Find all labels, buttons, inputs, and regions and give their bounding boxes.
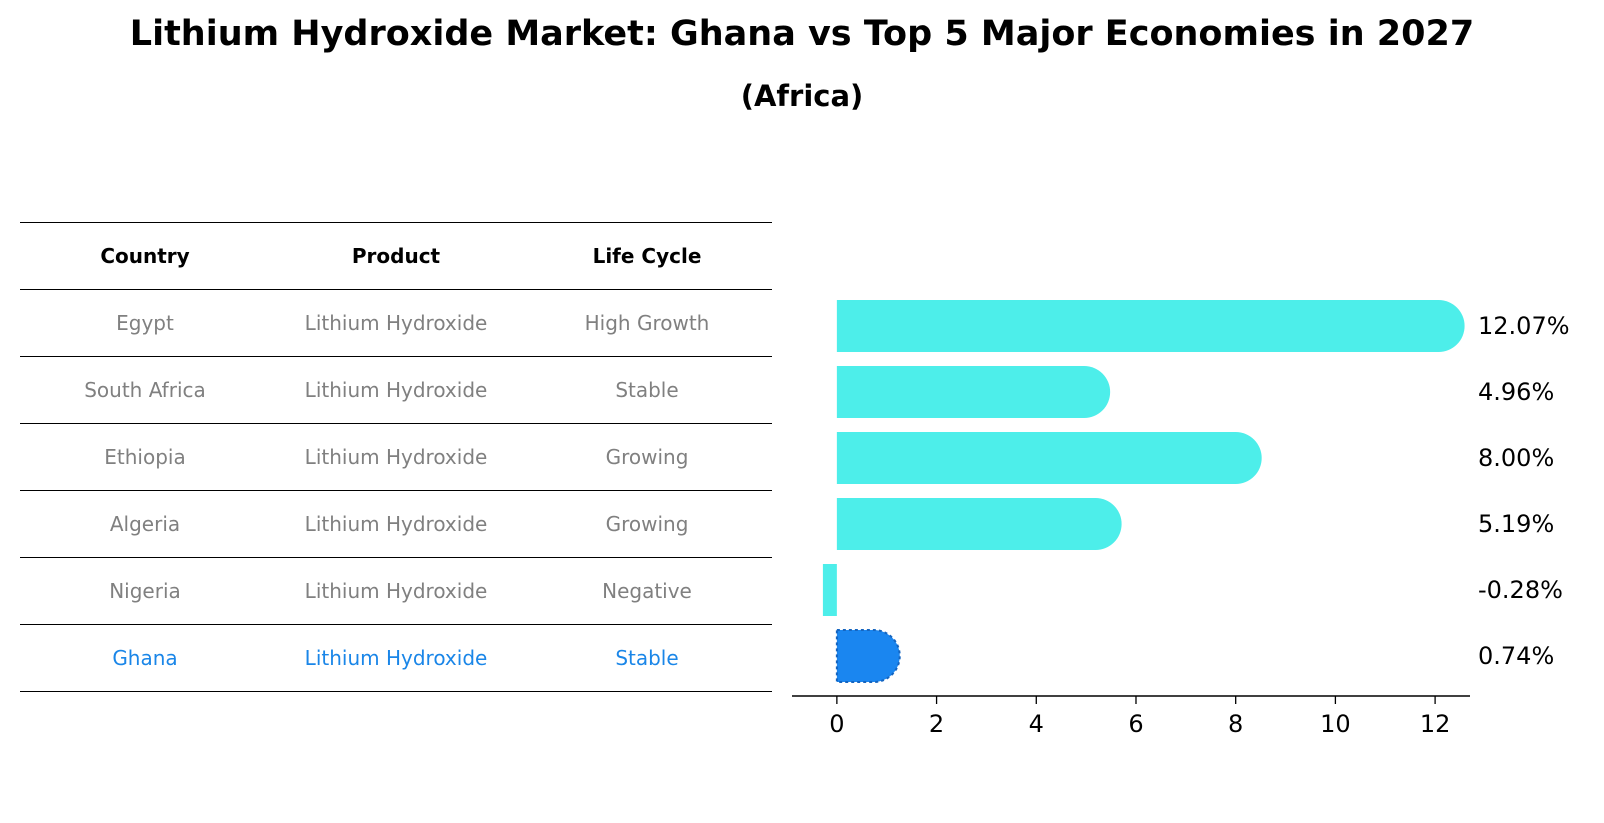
- header-country: Country: [20, 222, 270, 290]
- chart-title: Lithium Hydroxide Market: Ghana vs Top 5…: [129, 14, 1475, 54]
- bar: [836, 498, 1122, 550]
- value-label: 4.96%: [1478, 378, 1554, 406]
- cell-life-cycle: Negative: [522, 557, 772, 625]
- table-row: Nigeria Lithium Hydroxide Negative: [20, 557, 772, 625]
- cell-product: Lithium Hydroxide: [270, 490, 522, 558]
- table-row: Egypt Lithium Hydroxide High Growth: [20, 289, 772, 357]
- cell-product: Lithium Hydroxide: [270, 423, 522, 491]
- header-life-cycle: Life Cycle: [522, 222, 772, 290]
- cell-country: Nigeria: [20, 557, 270, 625]
- value-label: 12.07%: [1478, 312, 1570, 340]
- bar: [822, 564, 837, 616]
- bar: [836, 432, 1262, 484]
- cell-life-cycle: Stable: [522, 356, 772, 424]
- cell-country: Ghana: [20, 624, 270, 692]
- bar-highlight-outline: [835, 629, 901, 683]
- cell-life-cycle: Growing: [522, 423, 772, 491]
- value-label: 8.00%: [1478, 444, 1554, 472]
- x-tick-label: 2: [929, 710, 944, 738]
- value-label: -0.28%: [1478, 576, 1563, 604]
- x-tick-label: 10: [1320, 710, 1351, 738]
- x-tick-label: 12: [1420, 710, 1451, 738]
- cell-product: Lithium Hydroxide: [270, 356, 522, 424]
- table-row: South Africa Lithium Hydroxide Stable: [20, 356, 772, 424]
- x-tick-label: 6: [1128, 710, 1143, 738]
- table-row: Algeria Lithium Hydroxide Growing: [20, 490, 772, 558]
- cell-life-cycle: High Growth: [522, 289, 772, 357]
- value-label: 5.19%: [1478, 510, 1554, 538]
- x-tick-label: 0: [829, 710, 844, 738]
- chart-subtitle: (Africa): [740, 79, 864, 113]
- x-tick-label: 8: [1228, 710, 1243, 738]
- bar-highlight: [836, 630, 900, 682]
- header-product: Product: [270, 222, 522, 290]
- cell-product: Lithium Hydroxide: [270, 557, 522, 625]
- cell-country: Algeria: [20, 490, 270, 558]
- bar: [836, 300, 1465, 352]
- cell-country: Egypt: [20, 289, 270, 357]
- x-tick-label: 4: [1029, 710, 1044, 738]
- value-label: 0.74%: [1478, 642, 1554, 670]
- bar: [836, 366, 1111, 418]
- table-row: Ethiopia Lithium Hydroxide Growing: [20, 423, 772, 491]
- cell-country: South Africa: [20, 356, 270, 424]
- table-header-row: Country Product Life Cycle: [20, 222, 772, 290]
- cell-life-cycle: Growing: [522, 490, 772, 558]
- cell-product: Lithium Hydroxide: [270, 624, 522, 692]
- cell-country: Ethiopia: [20, 423, 270, 491]
- cell-product: Lithium Hydroxide: [270, 289, 522, 357]
- market-table: Country Product Life Cycle Egypt Lithium…: [20, 222, 772, 692]
- cell-life-cycle: Stable: [522, 624, 772, 692]
- table-row-highlight: Ghana Lithium Hydroxide Stable: [20, 624, 772, 692]
